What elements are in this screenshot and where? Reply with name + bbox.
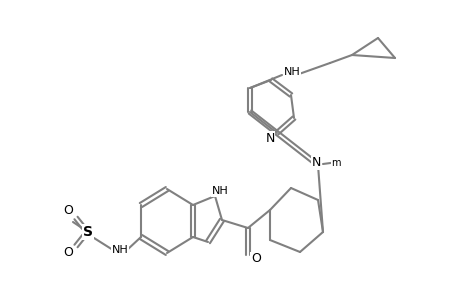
Text: O: O: [251, 253, 260, 266]
Text: S: S: [83, 225, 93, 239]
Text: O: O: [63, 205, 73, 218]
Text: NH: NH: [211, 186, 228, 196]
Text: N: N: [265, 131, 274, 145]
Text: O: O: [63, 247, 73, 260]
Text: NH: NH: [283, 67, 300, 77]
Text: m: m: [330, 158, 340, 168]
Text: NH: NH: [112, 245, 128, 255]
Text: N: N: [311, 157, 320, 169]
